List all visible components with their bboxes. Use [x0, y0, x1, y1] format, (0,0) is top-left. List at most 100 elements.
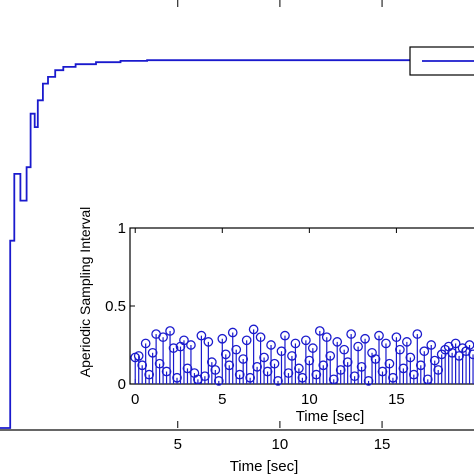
inset-stem: [419, 346, 430, 384]
main-x-tick-label: 10: [272, 436, 289, 453]
inset-stem: [161, 366, 172, 384]
inset-stem-marker: [328, 374, 339, 385]
inset-stem: [179, 335, 189, 384]
inset-stem-marker: [186, 340, 196, 350]
inset-stem: [381, 338, 391, 384]
inset-y-tick-label: 1: [118, 220, 126, 237]
inset-stem-marker: [133, 351, 144, 361]
inset-stem-marker: [454, 351, 464, 361]
inset-stem-marker: [147, 347, 158, 358]
inset-stem: [304, 355, 315, 384]
inset-plot-area: [129, 227, 474, 385]
inset-stem: [224, 360, 235, 384]
inset-stem: [196, 330, 207, 384]
inset-x-tick-label: 5: [218, 391, 226, 408]
inset-stem: [405, 352, 416, 384]
inset-stem: [311, 369, 322, 384]
inset-stem-marker: [252, 361, 262, 372]
inset-stem: [273, 376, 283, 386]
inset-stem-marker: [346, 329, 356, 339]
inset-stem-marker: [450, 338, 461, 349]
inset-stem-marker: [384, 358, 395, 369]
inset-stem-marker: [388, 372, 398, 383]
inset-stem-marker: [314, 326, 325, 336]
inset-stem-marker: [370, 354, 381, 364]
inset-stem: [422, 374, 433, 385]
inset-stem-marker: [398, 363, 409, 374]
inset-stem-marker: [287, 351, 297, 361]
inset-stem-marker: [158, 332, 168, 343]
inset-stem: [283, 368, 294, 384]
inset-stem: [454, 351, 464, 384]
inset-stem: [360, 333, 370, 384]
inset-stem-marker: [144, 369, 155, 380]
inset-stem-marker: [234, 369, 245, 380]
inset-stem-marker: [408, 369, 419, 380]
inset-stem-marker: [255, 332, 266, 343]
inset-stem: [342, 357, 353, 384]
inset-stem-marker: [165, 326, 175, 336]
inset-stem-marker: [415, 360, 426, 371]
inset-stem-marker: [203, 337, 214, 347]
inset-stem: [203, 337, 214, 384]
inset-stem-marker: [290, 338, 301, 349]
inset-stem-marker: [276, 346, 287, 357]
inset-stem: [363, 376, 374, 386]
inset-stem-marker: [266, 340, 276, 350]
inset-stem-marker: [412, 329, 423, 339]
inset-stem: [259, 352, 269, 384]
inset-stem-marker: [196, 330, 207, 341]
inset-stem-marker: [217, 333, 228, 344]
inset-stem-marker: [206, 357, 217, 368]
inset-stem-marker: [335, 365, 346, 375]
inset-stem-marker: [269, 358, 280, 369]
inset-stem-marker: [304, 355, 315, 366]
inset-y-tick-label: 0: [118, 376, 126, 393]
inset-stem-marker: [231, 344, 242, 355]
inset-stem-marker: [241, 335, 252, 346]
inset-stem-marker: [381, 338, 391, 349]
inset-stem: [402, 337, 412, 384]
inset-stem-marker: [280, 330, 290, 341]
legend: [409, 46, 474, 76]
inset-stem: [172, 372, 182, 384]
inset-stem-marker: [224, 360, 235, 371]
inset-stem-marker: [154, 358, 165, 369]
inset-stem-marker: [200, 371, 210, 382]
inset-stem-marker: [140, 338, 151, 349]
inset-stem: [200, 371, 210, 384]
inset-stem: [374, 330, 384, 384]
inset-stem: [287, 351, 297, 384]
inset-stem-marker: [433, 365, 444, 375]
inset-stem-marker: [168, 343, 179, 353]
inset-x-tick-label: 10: [301, 391, 318, 408]
inset-stem: [433, 365, 444, 384]
inset-stem: [388, 372, 398, 384]
inset-stem: [269, 358, 280, 384]
inset-stem-marker: [422, 374, 433, 385]
inset-stem-marker: [210, 365, 221, 375]
inset-stem: [318, 360, 329, 384]
inset-stem: [468, 349, 474, 384]
inset-stem: [231, 344, 242, 384]
inset-stem: [325, 351, 336, 384]
inset-stem: [262, 366, 273, 384]
inset-stem-marker: [429, 355, 440, 366]
main-x-ticks: [177, 0, 383, 428]
inset-stem: [346, 329, 356, 384]
inset-stem: [339, 344, 350, 384]
inset-stems: [130, 324, 474, 386]
inset-stem: [412, 329, 423, 384]
inset-stem-marker: [391, 332, 402, 343]
inset-stem-marker: [248, 324, 259, 335]
inset-stem: [377, 366, 388, 384]
main-x-tick-label: 15: [374, 436, 391, 453]
inset-stem: [227, 327, 238, 384]
inset-stem: [217, 333, 228, 384]
inset-stem-marker: [294, 363, 304, 374]
inset-stem: [147, 347, 158, 384]
inset-x-tick-label: 0: [131, 391, 139, 408]
inset-stem-marker: [377, 366, 388, 377]
inset-stem-marker: [273, 376, 283, 386]
inset-stem-marker: [468, 349, 474, 360]
